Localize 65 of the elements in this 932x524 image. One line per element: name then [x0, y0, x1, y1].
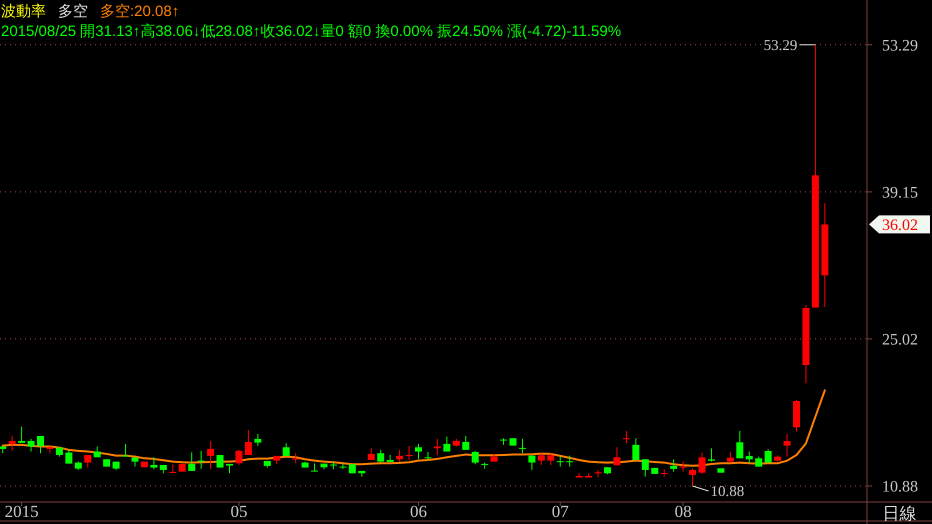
- candlestick: [764, 448, 772, 464]
- candlestick: [443, 436, 450, 452]
- candlestick: [94, 446, 101, 458]
- candlestick: [198, 450, 205, 470]
- text: 36.02: [882, 217, 918, 234]
- x-tick-label: 08: [674, 502, 692, 521]
- candlestick: [377, 449, 384, 464]
- candlestick: [726, 451, 734, 464]
- candlestick: [462, 435, 470, 450]
- candlestick: [396, 449, 404, 462]
- candlestick: [207, 440, 214, 470]
- candlestick: [415, 443, 422, 460]
- candlestick: [613, 446, 620, 466]
- candlestick: [8, 435, 16, 452]
- annotation: 10.88: [710, 484, 744, 500]
- candlestick: [254, 433, 262, 446]
- y-tick-label: 25.02: [882, 331, 918, 348]
- candlestick: [56, 447, 63, 458]
- candlestick: [368, 448, 375, 460]
- candlestick: [547, 452, 554, 466]
- annotation: 53.29: [764, 38, 798, 54]
- candlestick: [680, 461, 687, 472]
- candlestick: [84, 454, 92, 468]
- x-tick-label: 05: [230, 502, 248, 521]
- candlestick: [18, 426, 26, 444]
- candlestick: [244, 429, 252, 456]
- candlestick: [37, 435, 44, 454]
- candlestick: [472, 450, 479, 465]
- candlestick: [348, 464, 356, 474]
- text: 日線: [882, 504, 916, 523]
- candlestick: [188, 452, 196, 472]
- candlestick: [736, 430, 744, 459]
- x-tick-label: 07: [552, 502, 570, 521]
- candlestick: [689, 468, 696, 486]
- candlestick: [746, 451, 753, 464]
- candlestick: [528, 455, 536, 470]
- candlestick: [784, 433, 791, 458]
- candlestick: [132, 457, 138, 468]
- chart-title: 波動率: [1, 3, 46, 20]
- candlestick: [235, 449, 242, 466]
- candlestick: [282, 442, 290, 456]
- text: 多空:20.08↑: [100, 3, 180, 20]
- candlestick: [122, 443, 130, 457]
- y-tick-label: 53.29: [882, 37, 918, 54]
- candlestick: [292, 452, 300, 464]
- candlestick: [632, 438, 640, 460]
- candlestick: [538, 452, 545, 466]
- candlestick: [65, 449, 72, 464]
- candlestick: [642, 458, 649, 478]
- candlestick: [622, 430, 630, 444]
- y-tick-label: 10.88: [882, 478, 918, 496]
- x-tick-label: 2015: [4, 502, 39, 521]
- candlestick: [150, 456, 158, 470]
- candlestick: [556, 456, 564, 468]
- y-tick-label: 39.15: [882, 184, 918, 202]
- x-tick-label: 06: [410, 502, 427, 521]
- candlestick: [518, 438, 526, 454]
- candlestick: [406, 445, 413, 460]
- candlestick: [28, 438, 35, 452]
- text: 2015/08/25 開31.13↑高38.06↓低28.08↑收36.02↓量0 額0 換0.00% 振24.50% 漲(-4.72)-11.59%: [1, 23, 622, 40]
- candlestick: [670, 458, 678, 472]
- candlestick: [169, 464, 176, 474]
- annotation: 多空: [58, 3, 88, 20]
- candlestick: [566, 455, 574, 468]
- candlestick: [698, 452, 706, 475]
